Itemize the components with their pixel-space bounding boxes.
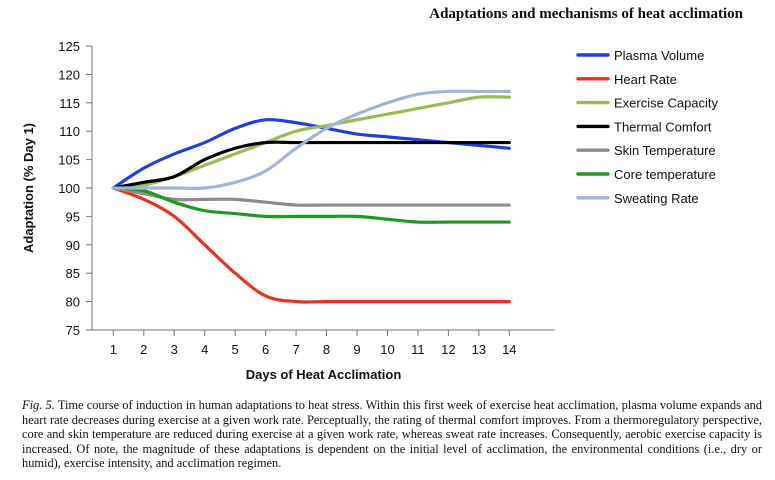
y-tick-label: 90 (66, 238, 80, 253)
x-tick-label: 12 (441, 342, 455, 357)
y-tick-label: 75 (66, 323, 80, 338)
caption-label: Fig. 5. (22, 398, 55, 412)
legend-label-skin-temperature: Skin Temperature (614, 143, 716, 158)
legend-label-heart-rate: Heart Rate (614, 72, 677, 87)
series-line-heart-rate (111, 186, 511, 304)
x-tick-label: 8 (323, 342, 330, 357)
legend-label-plasma-volume: Plasma Volume (614, 48, 704, 63)
x-tick-label: 6 (262, 342, 269, 357)
y-tick-label: 110 (59, 124, 80, 139)
x-tick-label: 2 (140, 342, 147, 357)
y-axis: 75 80 85 90 95 100 105 110 115 120 125 (58, 39, 93, 338)
y-tick-label: 115 (59, 96, 80, 111)
legend-label-thermal-comfort: Thermal Comfort (614, 119, 712, 134)
x-axis-title: Days of Heat Acclimation (246, 367, 402, 382)
x-axis: 1 2 3 4 5 6 7 8 9 10 11 12 13 14 (92, 329, 555, 357)
x-tick-label: 14 (502, 342, 516, 357)
y-tick-label: 85 (66, 266, 80, 281)
y-tick-label: 125 (58, 39, 80, 54)
figure-caption: Fig. 5. Time course of induction in huma… (22, 398, 762, 471)
series-line-thermal-comfort (111, 140, 511, 190)
y-tick-label: 95 (66, 209, 80, 224)
x-tick-label: 1 (110, 342, 117, 357)
y-tick-label: 105 (58, 153, 80, 168)
page-title: Adaptations and mechanisms of heat accli… (429, 6, 743, 22)
series-line-core-temperature (111, 186, 511, 224)
y-tick-label: 100 (58, 181, 80, 196)
y-tick-label: 80 (66, 295, 80, 310)
x-tick-label: 13 (472, 342, 486, 357)
x-tick-label: 5 (232, 342, 239, 357)
y-axis-title: Adaptation (% Day 1) (21, 123, 36, 253)
series-layer (111, 89, 511, 304)
series-line-skin-temperature (111, 186, 511, 207)
caption-text: Time course of induction in human adapta… (22, 398, 763, 471)
x-tick-label: 7 (292, 342, 299, 357)
legend-label-exercise-capacity: Exercise Capacity (614, 96, 719, 111)
legend-label-sweating-rate: Sweating Rate (614, 191, 699, 206)
series-line-sweating-rate (111, 89, 511, 191)
legend-label-core-temperature: Core temperature (614, 167, 716, 182)
x-tick-label: 3 (171, 342, 178, 357)
x-tick-label: 4 (201, 342, 208, 357)
x-tick-label: 9 (353, 342, 360, 357)
x-tick-label: 10 (380, 342, 394, 357)
legend: Plasma Volume Heart Rate Exercise Capacity… (576, 48, 719, 206)
x-tick-label: 11 (411, 342, 425, 357)
y-tick-label: 120 (58, 67, 80, 82)
